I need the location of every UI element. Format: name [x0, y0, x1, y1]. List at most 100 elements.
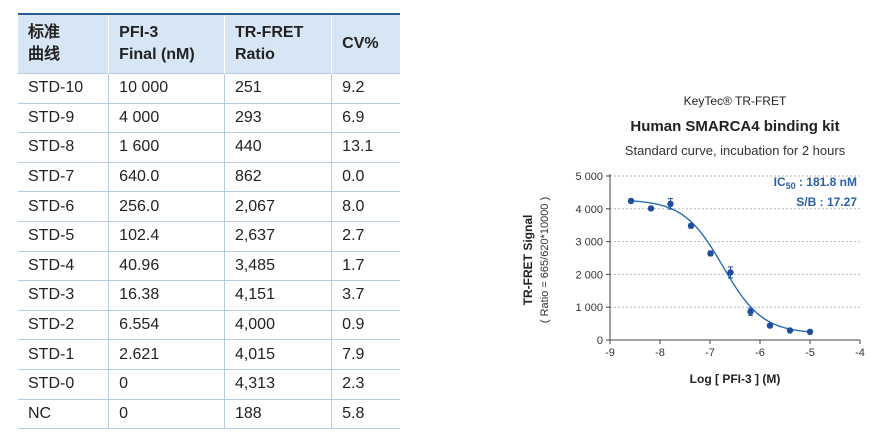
data-point-marker: [766, 322, 774, 329]
sb-annotation: S/B : 17.27: [796, 195, 857, 209]
data-point-marker: [727, 269, 734, 276]
pfi3-final-cell: 102.4: [108, 220, 225, 252]
header-text: 标准: [28, 24, 61, 41]
y-tick-label: 0: [597, 335, 603, 347]
y-tick-label: 2 000: [575, 269, 603, 281]
data-point: [667, 198, 674, 210]
table-row: STD-1 2.621 4,015 7.9: [18, 339, 400, 370]
cv-percent-cell: 3.7: [331, 280, 400, 311]
standard-name-cell: STD-5: [18, 220, 110, 252]
x-tick-label: -5: [805, 347, 815, 359]
trfret-ratio-cell: 4,000: [224, 309, 333, 340]
data-point-marker: [667, 200, 674, 208]
cv-percent-cell: 1.7: [331, 250, 400, 281]
data-point: [806, 328, 814, 335]
data-points: [627, 197, 814, 335]
table-row: STD-0 0 4,313 2.3: [18, 368, 400, 400]
ic50-value: : 181.8 nM: [796, 175, 857, 189]
data-point: [786, 327, 794, 334]
data-point-marker: [806, 328, 814, 335]
x-tick-label: -7: [705, 347, 715, 359]
table-row: STD-4 40.96 3,485 1.7: [18, 250, 400, 281]
fit-curve-group: [630, 200, 811, 333]
data-point: [647, 205, 655, 212]
cv-percent-cell: 6.9: [331, 102, 400, 133]
trfret-ratio-cell: 2,067: [224, 191, 333, 222]
header-text: Ratio: [234, 46, 275, 63]
pfi3-final-cell: 0: [108, 398, 225, 430]
header-trfret-ratio: TR-FRET Ratio: [224, 13, 333, 74]
table-row: NC 0 188 5.8: [18, 398, 400, 430]
data-point-marker: [747, 308, 754, 315]
x-axis-label: Log [ PFI-3 ] (M): [690, 372, 781, 386]
header-pfi3-final: PFI-3 Final (nM): [108, 13, 225, 74]
data-point: [687, 222, 695, 230]
cv-percent-cell: 2.3: [331, 368, 400, 400]
standard-name-cell: STD-9: [18, 102, 110, 133]
data-point-marker: [627, 197, 635, 205]
ic50-subscript: 50: [786, 181, 796, 191]
header-text: 曲线: [28, 46, 61, 63]
trfret-ratio-cell: 4,313: [224, 368, 333, 400]
x-tick-label: -9: [605, 347, 615, 359]
table-row: STD-2 6.554 4,000 0.9: [18, 309, 400, 340]
y-tick-label: 4 000: [575, 204, 603, 216]
table-row: STD-10 10 000 251 9.2: [18, 73, 400, 104]
y-tick-label: 5 000: [575, 171, 603, 183]
cv-percent-cell: 8.0: [331, 191, 400, 222]
pfi3-final-cell: 1 600: [108, 132, 225, 163]
chart-svg: KeyTec® TR-FRET Human SMARCA4 binding ki…: [521, 94, 865, 386]
data-point: [707, 250, 714, 257]
table-row: STD-3 16.38 4,151 3.7: [18, 280, 400, 311]
standard-curve-chart: KeyTec® TR-FRET Human SMARCA4 binding ki…: [520, 88, 895, 438]
standard-name-cell: STD-8: [18, 132, 110, 163]
pfi3-final-cell: 4 000: [108, 102, 225, 133]
trfret-ratio-cell: 293: [224, 102, 333, 133]
y-tick-label: 1 000: [575, 302, 603, 314]
chart-title-line1: KeyTec® TR-FRET: [684, 94, 787, 108]
y-axis-label: TR-FRET Signal: [521, 215, 535, 306]
trfret-ratio-cell: 862: [224, 161, 333, 192]
pfi3-final-cell: 256.0: [108, 191, 225, 222]
chart-title: Human SMARCA4 binding kit: [630, 118, 839, 135]
table-row: STD-6 256.0 2,067 8.0: [18, 191, 400, 222]
cv-percent-cell: 5.8: [331, 398, 400, 430]
standard-name-cell: NC: [18, 398, 110, 430]
data-point-marker: [786, 327, 794, 334]
header-cv-percent: CV%: [331, 13, 400, 74]
cv-percent-cell: 13.1: [331, 132, 400, 163]
cv-percent-cell: 7.9: [331, 339, 400, 370]
header-text: Final (nM): [119, 46, 195, 63]
table-header-row: 标准 曲线 PFI-3 Final (nM) TR-FRET Ratio CV%: [18, 13, 400, 74]
data-point: [766, 322, 774, 329]
x-tick-label: -4: [855, 347, 865, 359]
ic50-annotation: IC50 : 181.8 nM: [774, 175, 857, 191]
standard-name-cell: STD-0: [18, 368, 110, 400]
chart-subtitle: Standard curve, incubation for 2 hours: [625, 143, 846, 158]
trfret-ratio-cell: 4,151: [224, 280, 333, 311]
table-body: STD-10 10 000 251 9.2 STD-9 4 000 293 6.9 STD-8 1…: [18, 73, 400, 430]
data-point: [727, 266, 734, 279]
x-tick-label: -6: [755, 347, 765, 359]
trfret-ratio-cell: 2,637: [224, 220, 333, 252]
pfi3-final-cell: 2.621: [108, 339, 225, 370]
y-tick-label: 3 000: [575, 237, 603, 249]
trfret-ratio-cell: 188: [224, 398, 333, 430]
pfi3-final-cell: 10 000: [108, 73, 225, 104]
standard-name-cell: STD-10: [18, 73, 110, 104]
trfret-ratio-cell: 4,015: [224, 339, 333, 370]
standard-curve-table: 标准 曲线 PFI-3 Final (nM) TR-FRET Ratio CV%…: [18, 13, 400, 430]
cv-percent-cell: 0.9: [331, 309, 400, 340]
y-axis-label-secondary: ( Ratio = 665/620*10000 ): [539, 197, 551, 323]
table-row: STD-7 640.0 862 0.0: [18, 161, 400, 192]
data-point-marker: [707, 250, 714, 257]
data-point: [627, 197, 635, 205]
fit-curve: [630, 200, 811, 333]
cv-percent-cell: 0.0: [331, 161, 400, 192]
ic50-label: IC: [774, 175, 786, 189]
table-row: STD-8 1 600 440 13.1: [18, 132, 400, 163]
trfret-ratio-cell: 440: [224, 132, 333, 163]
standard-name-cell: STD-2: [18, 309, 110, 340]
data-point-marker: [687, 222, 695, 230]
standard-name-cell: STD-1: [18, 339, 110, 370]
